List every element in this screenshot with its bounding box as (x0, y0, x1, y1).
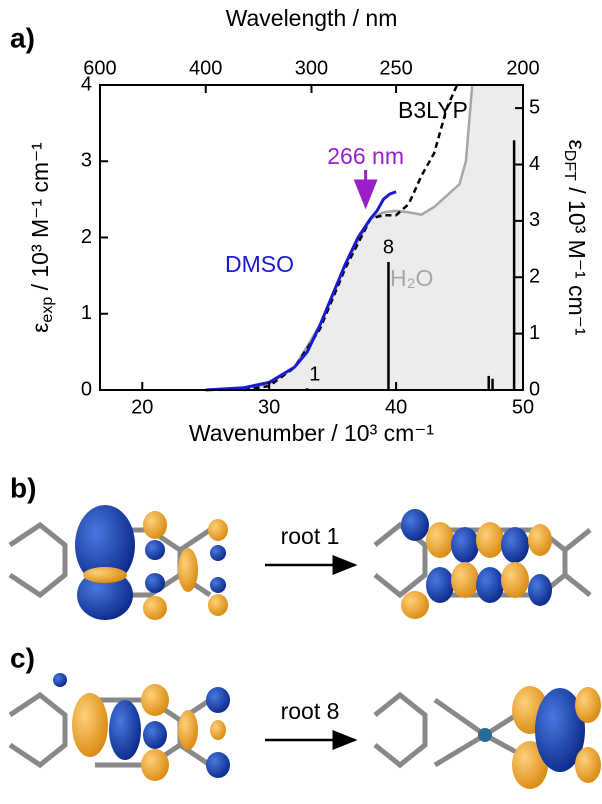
x2-tick-label: 400 (189, 57, 222, 79)
axis-subscript: exp (39, 297, 56, 323)
axis-subscript: DFT (561, 150, 578, 181)
y-tick-label: 4 (81, 73, 92, 95)
y2-tick-label: 3 (529, 209, 540, 231)
series-label: H₂O (390, 265, 433, 291)
axis-symbol: ε (27, 323, 53, 333)
axis-unit: / 10³ M⁻¹ cm⁻¹ (27, 142, 53, 297)
x2-tick-label: 300 (295, 57, 328, 79)
y2-tick-label: 2 (529, 266, 540, 288)
x2-axis-title: Wavelength / nm (226, 5, 398, 31)
annotation: 8 (383, 236, 394, 258)
x-tick-label: 20 (131, 396, 153, 418)
y2-tick-label: 4 (529, 153, 540, 175)
y2-tick-label: 1 (529, 322, 540, 344)
arrow-label: root 1 (281, 523, 340, 549)
panel-label: c) (10, 642, 35, 673)
y-tick-label: 0 (81, 378, 92, 400)
area (218, 85, 523, 390)
y-tick-label: 3 (81, 150, 92, 172)
axis-unit: / 10³ M⁻¹ cm⁻¹ (564, 181, 590, 336)
axis-symbol: ε (564, 140, 590, 150)
series-label: DMSO (225, 251, 294, 277)
annotation: 266 nm (327, 143, 404, 169)
orbital-image (373, 509, 592, 619)
orbital-image (8, 673, 230, 781)
plot (205, 84, 523, 392)
x-tick-label: 50 (512, 396, 534, 418)
panel-label: b) (10, 472, 36, 503)
arrow-label: root 8 (281, 698, 340, 724)
orbital-image (373, 686, 601, 789)
x2-tick-label: 600 (83, 57, 116, 79)
y-tick-label: 1 (81, 302, 92, 324)
line (205, 190, 397, 392)
y-axis-title: εexp / 10³ M⁻¹ cm⁻¹ (27, 142, 56, 333)
x-tick-label: 40 (385, 396, 407, 418)
y2-tick-label: 0 (529, 378, 540, 400)
y-tick-label: 2 (81, 226, 92, 248)
line (243, 84, 459, 392)
annotation: 1 (309, 363, 320, 385)
x2-tick-label: 200 (506, 57, 539, 79)
x-axis-title: Wavenumber / 10³ cm⁻¹ (189, 420, 435, 446)
panel-label: a) (10, 22, 35, 53)
y2-tick-label: 5 (529, 96, 540, 118)
x-tick-label: 30 (258, 396, 280, 418)
series-label: B3LYP (398, 97, 468, 123)
orbital-image (8, 505, 228, 620)
y2-axis-title: εDFT / 10³ M⁻¹ cm⁻¹ (561, 140, 590, 336)
x2-tick-label: 250 (379, 57, 412, 79)
